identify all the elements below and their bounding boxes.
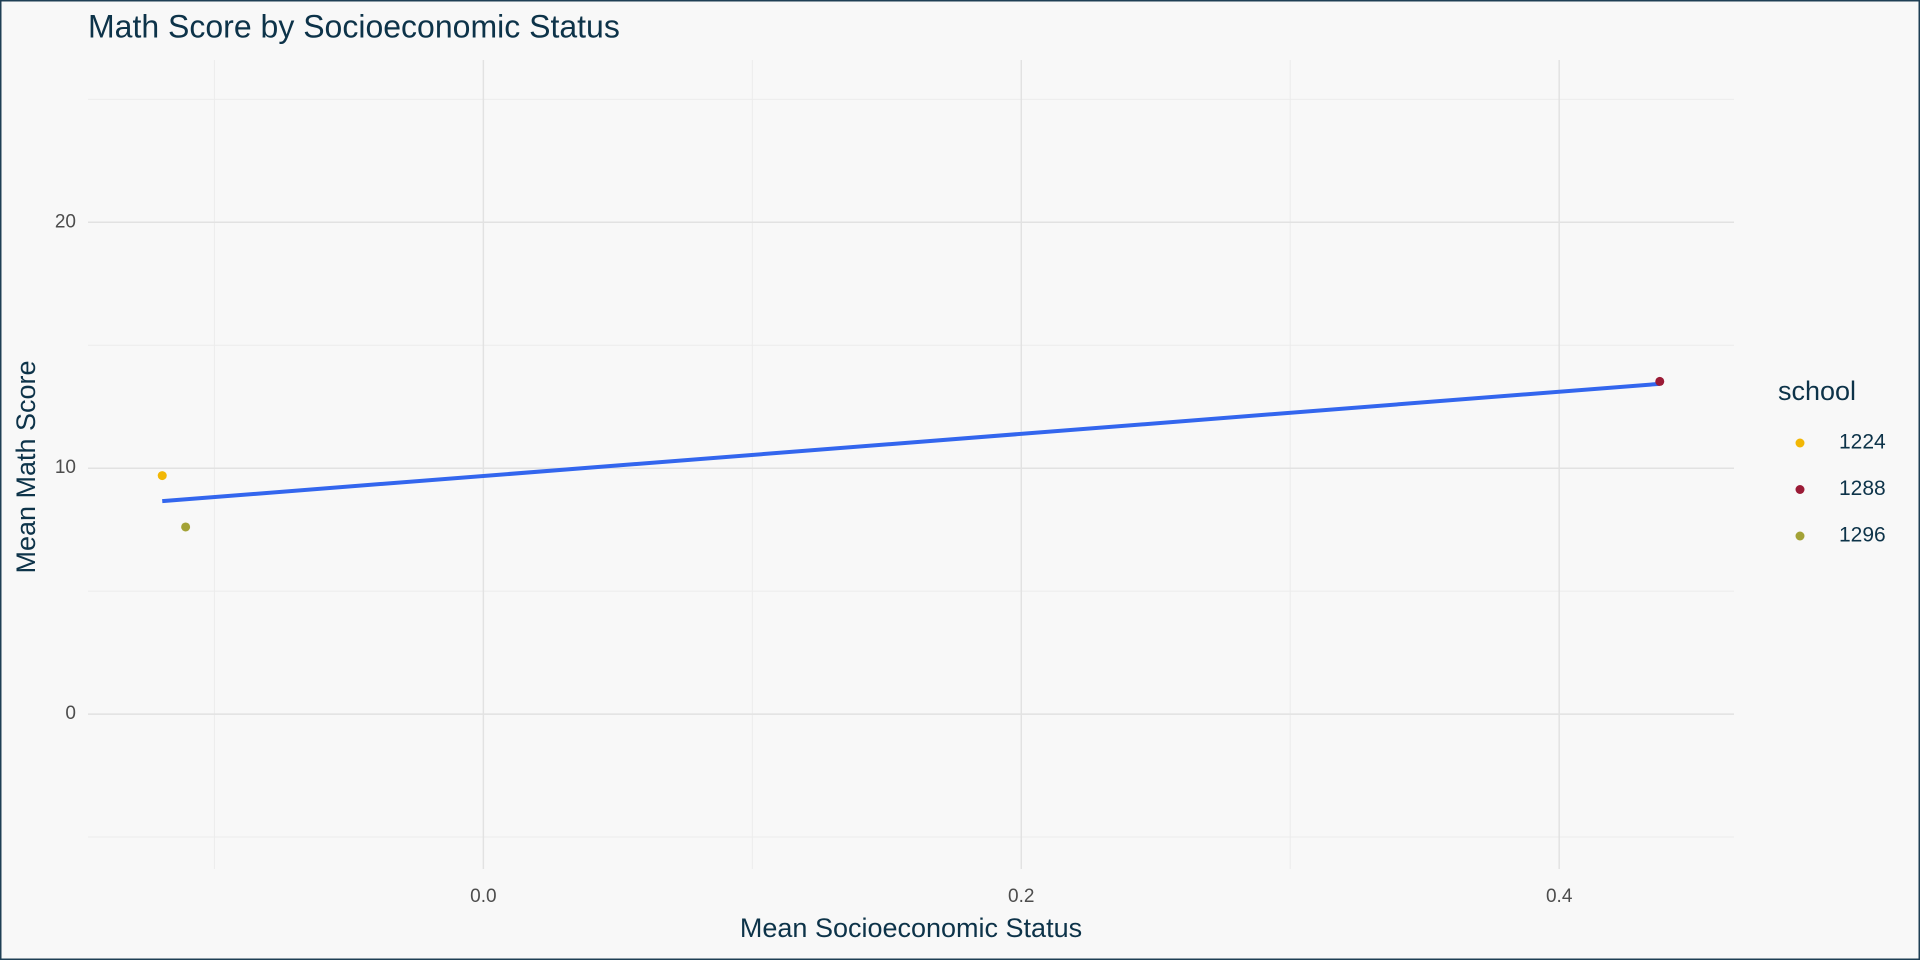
y-tick-label: 10 — [55, 457, 76, 478]
legend-marker — [1795, 485, 1805, 494]
y-axis-title: Mean Math Score — [11, 360, 41, 573]
legend-marker — [1795, 531, 1805, 541]
legend-marker — [1795, 438, 1805, 448]
y-tick-label: 20 — [55, 211, 76, 232]
x-axis-title: Mean Socioeconomic Status — [740, 913, 1082, 943]
legend-label: 1296 — [1839, 524, 1886, 547]
legend-label: 1224 — [1839, 431, 1886, 454]
chart-title: Math Score by Socioeconomic Status — [88, 8, 620, 44]
y-tick-label: 0 — [65, 703, 76, 724]
data-point — [1655, 376, 1665, 386]
x-tick-label: 0.4 — [1546, 886, 1573, 907]
data-point — [157, 471, 167, 481]
x-tick-label: 0.0 — [470, 886, 496, 907]
x-tick-label: 0.2 — [1008, 886, 1034, 907]
legend-title: school — [1778, 376, 1856, 406]
data-point — [181, 522, 191, 532]
trend-line — [162, 381, 1660, 504]
legend-label: 1288 — [1839, 477, 1886, 500]
